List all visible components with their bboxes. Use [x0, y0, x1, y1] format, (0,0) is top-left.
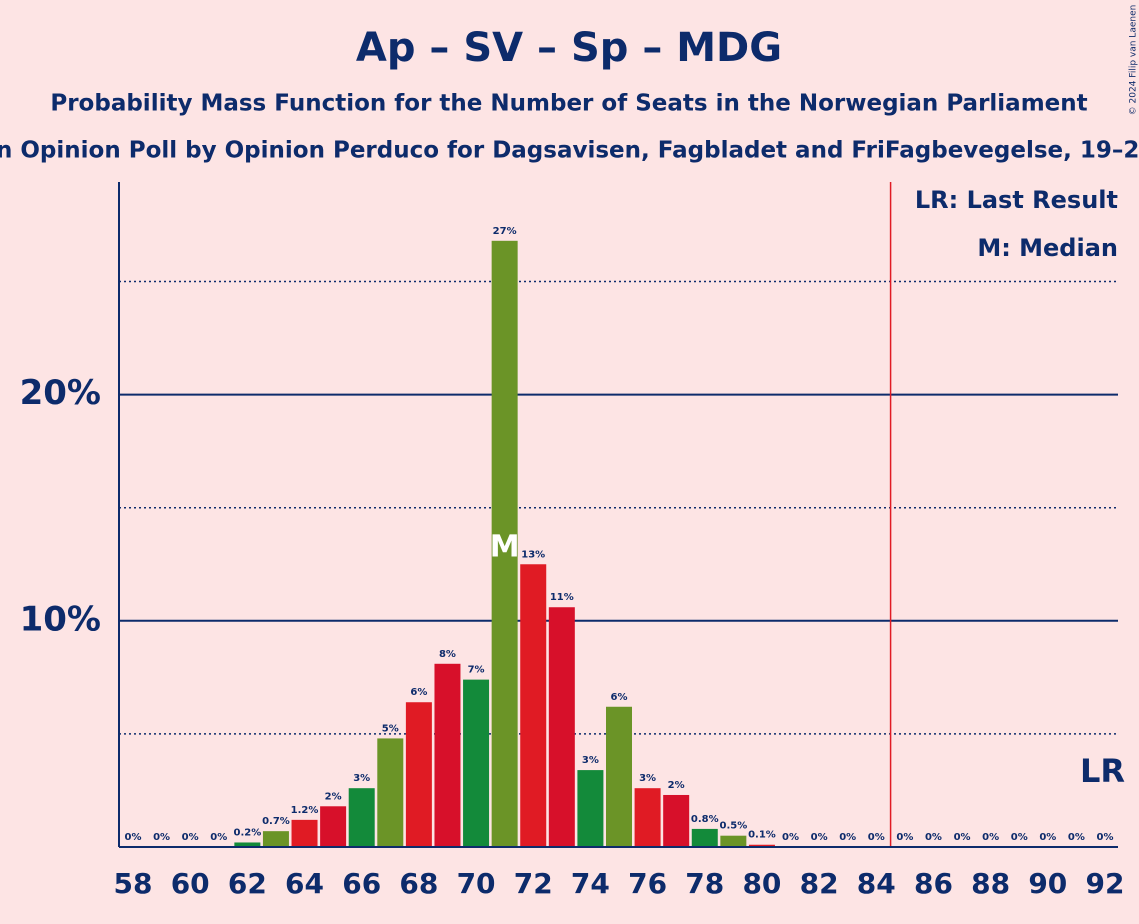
x-tick-label: 68: [399, 867, 438, 900]
value-label: 0%: [868, 832, 885, 843]
x-tick-label: 76: [628, 867, 667, 900]
value-label: 0%: [982, 832, 999, 843]
x-tick-label: 74: [571, 867, 610, 900]
bar: [463, 679, 490, 847]
value-label: 0.5%: [719, 821, 747, 832]
bar: [548, 607, 575, 847]
bar: [405, 702, 432, 847]
value-label: 0%: [839, 832, 856, 843]
x-tick-label: 66: [342, 867, 381, 900]
x-tick-label: 84: [857, 867, 896, 900]
x-tick-label: 80: [742, 867, 781, 900]
bar: [320, 806, 347, 847]
value-label: 0%: [954, 832, 971, 843]
value-label: 0%: [1097, 832, 1114, 843]
value-label: 3%: [639, 773, 656, 784]
chart-title: Ap – SV – Sp – MDG: [356, 25, 782, 71]
bar: [377, 738, 404, 847]
x-tick-label: 72: [514, 867, 553, 900]
y-tick-label: 20%: [20, 373, 101, 413]
x-tick-label: 58: [114, 867, 153, 900]
bar: [348, 788, 375, 847]
value-label: 0%: [782, 832, 799, 843]
value-label: 0%: [925, 832, 942, 843]
legend-entry: LR: Last Result: [915, 186, 1118, 214]
x-tick-label: 62: [228, 867, 267, 900]
value-label: 7%: [468, 665, 485, 676]
value-label: 1.2%: [291, 805, 319, 816]
bar: [691, 828, 718, 847]
chart-subtitle: n Opinion Poll by Opinion Perduco for Da…: [0, 138, 1139, 164]
last-result-marker: LR: [1080, 752, 1125, 790]
x-tick-label: 82: [800, 867, 839, 900]
value-label: 2%: [325, 791, 342, 802]
value-label: 3%: [582, 755, 599, 766]
x-tick-label: 92: [1086, 867, 1125, 900]
bar: [234, 842, 261, 847]
value-label: 5%: [382, 723, 399, 734]
value-label: 0.1%: [748, 830, 776, 841]
value-label: 6%: [611, 692, 628, 703]
value-label: 0%: [896, 832, 913, 843]
chart-subtitle: Probability Mass Function for the Number…: [50, 91, 1087, 117]
x-tick-label: 88: [971, 867, 1010, 900]
x-tick-label: 78: [685, 867, 724, 900]
value-label: 2%: [668, 780, 685, 791]
bar: [748, 844, 775, 847]
value-label: 0.2%: [233, 827, 261, 838]
bar: [577, 770, 604, 847]
median-marker: M: [490, 530, 520, 565]
value-label: 0%: [811, 832, 828, 843]
value-label: 0%: [125, 832, 142, 843]
bar: [434, 663, 461, 847]
x-tick-label: 90: [1028, 867, 1067, 900]
bar: [720, 835, 747, 847]
x-tick-label: 60: [171, 867, 210, 900]
value-label: 6%: [410, 687, 427, 698]
x-tick-label: 70: [457, 867, 496, 900]
bar: [520, 564, 547, 847]
value-label: 11%: [550, 592, 574, 603]
value-label: 0.8%: [691, 814, 719, 825]
bar: [606, 706, 632, 847]
bar: [262, 831, 289, 847]
value-label: 0%: [1068, 832, 1085, 843]
bar: [663, 794, 690, 847]
value-label: 0%: [210, 832, 227, 843]
value-label: 8%: [439, 649, 456, 660]
y-tick-label: 10%: [20, 599, 101, 639]
bar: [634, 788, 661, 847]
bar: [291, 819, 318, 847]
value-label: 27%: [493, 226, 517, 237]
value-label: 0%: [1011, 832, 1028, 843]
bar: [491, 240, 518, 848]
value-label: 0%: [182, 832, 199, 843]
copyright: © 2024 Filip van Laenen: [1129, 5, 1139, 116]
value-label: 13%: [521, 549, 545, 560]
legend-entry: M: Median: [977, 234, 1118, 262]
x-tick-label: 64: [285, 867, 324, 900]
value-label: 0%: [153, 832, 170, 843]
value-label: 0%: [1039, 832, 1056, 843]
value-label: 3%: [353, 773, 370, 784]
value-label: 0.7%: [262, 816, 290, 827]
x-tick-label: 86: [914, 867, 953, 900]
